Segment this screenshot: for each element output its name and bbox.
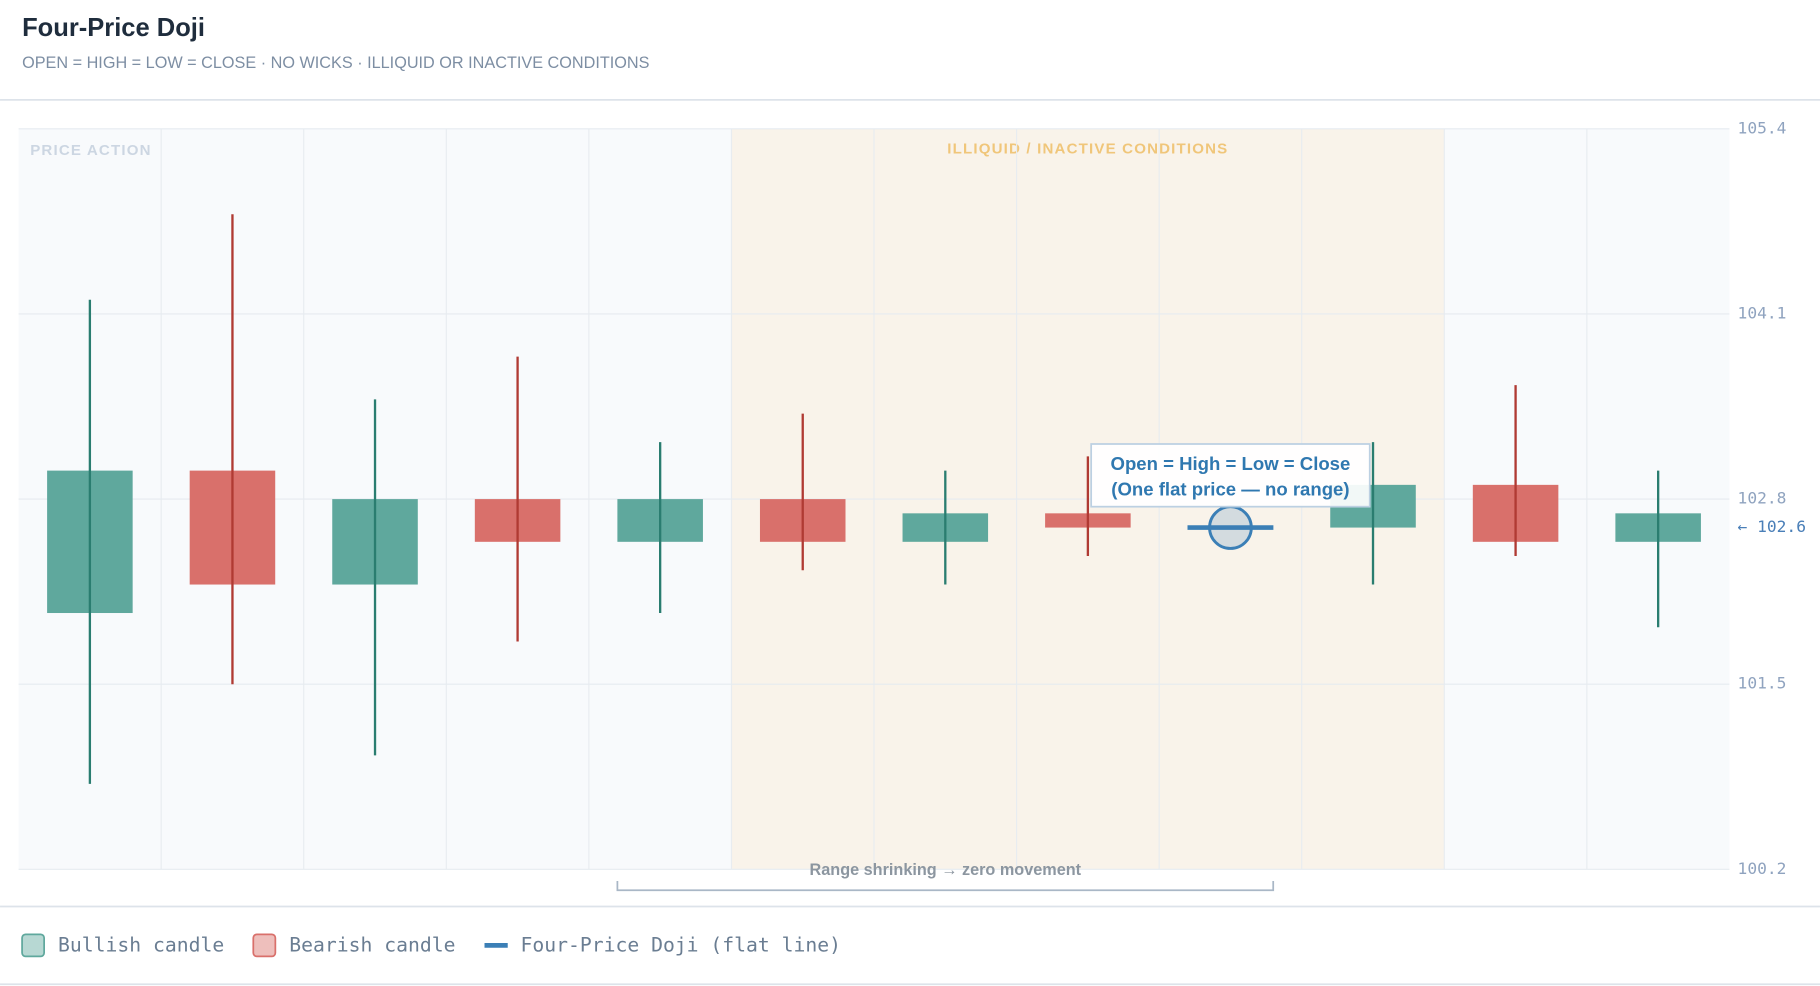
plot: ILLIQUID / INACTIVE CONDITIONS PRICE ACTI… [18,118,1806,892]
panel-label: PRICE ACTION [30,142,151,159]
legend-swatch [252,933,277,958]
doji-highlight [1208,505,1253,550]
y-tick-label: 105.4 [1738,118,1787,137]
legend-label: Four-Price Doji (flat line) [520,933,841,956]
highlight-label: ILLIQUID / INACTIVE CONDITIONS [947,141,1228,158]
legend-item: Bearish candle [252,933,455,958]
chart-title: Four-Price Doji [22,14,205,42]
legend-label: Bearish candle [289,933,455,956]
bracket [616,880,1275,892]
annotation-text: Open = High = Low = Close [1111,453,1351,474]
y-tick-label: 104.1 [1738,303,1787,322]
y-tick-label: 101.5 [1738,674,1787,693]
legend-label: Bullish candle [58,933,224,956]
last-price-label: ← 102.6 [1738,517,1806,536]
y-tick-label: 102.8 [1738,489,1787,508]
legend-item: Bullish candle [21,933,224,958]
bracket-label: Range shrinking → zero movement [810,861,1082,879]
annotation-box [1090,443,1371,508]
y-tick-label: 100.2 [1738,859,1787,878]
legend-item: Four-Price Doji (flat line) [484,933,841,956]
annotation-text: (One flat price — no range) [1111,478,1349,499]
legend-swatch [21,933,46,958]
chart-subtitle: OPEN = HIGH = LOW = CLOSE · NO WICKS · I… [22,54,650,72]
